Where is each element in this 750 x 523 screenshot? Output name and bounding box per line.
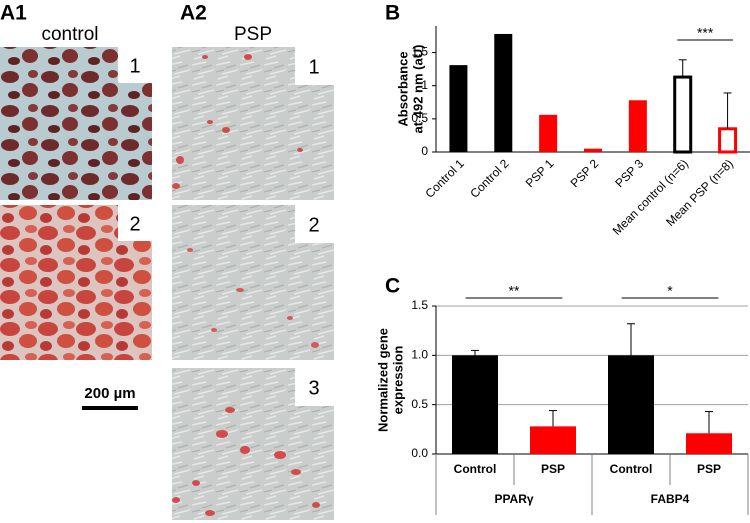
x-tick-label: PSP 2 xyxy=(568,156,602,190)
y-tick-label: 0.5 xyxy=(411,397,428,411)
x-tick-label: Control xyxy=(610,462,653,476)
inset-number: 1 xyxy=(129,55,140,77)
significance-label: ** xyxy=(509,283,520,299)
bar xyxy=(452,355,498,454)
bar xyxy=(608,355,654,454)
panel-label: B xyxy=(385,2,400,25)
x-tick-label: Mean control (n=6) xyxy=(610,156,691,237)
bar xyxy=(539,114,558,152)
y-axis-label: at 492 nm (aU) xyxy=(410,45,425,134)
bar xyxy=(494,33,513,152)
x-tick-label: Control xyxy=(454,462,497,476)
inset-number: 2 xyxy=(129,213,140,235)
panel-label: A2 xyxy=(180,2,207,25)
panel-title: PSP xyxy=(234,24,272,45)
y-tick-label: 1.5 xyxy=(411,298,428,312)
y-axis-label: Absorbance xyxy=(395,51,410,126)
y-tick-label: 1.0 xyxy=(411,348,428,362)
scale-bar-label: 200 µm xyxy=(84,385,135,402)
x-tick-label: PSP 3 xyxy=(612,156,646,190)
y-tick-label: 0.5 xyxy=(411,111,428,125)
y-tick-label: 1.5 xyxy=(411,45,428,59)
inset-box xyxy=(118,205,152,241)
y-tick-label: 1 xyxy=(421,78,428,92)
x-tick-label: Control 2 xyxy=(467,156,512,201)
y-tick-label: 0 xyxy=(421,144,428,158)
significance-label: * xyxy=(667,283,673,299)
inset-box xyxy=(295,205,334,243)
group-label: FABP4 xyxy=(651,492,690,506)
y-axis-label: Normalized gene xyxy=(375,328,390,432)
group-label: PPARγ xyxy=(494,492,533,506)
x-tick-label: PSP 1 xyxy=(523,156,557,190)
x-tick-label: PSP xyxy=(541,462,565,476)
y-axis-label: expression xyxy=(390,346,405,415)
bar xyxy=(718,127,738,154)
inset-number: 2 xyxy=(308,214,319,236)
bar xyxy=(628,100,647,152)
inset-box xyxy=(295,47,334,85)
bar xyxy=(530,426,576,454)
bar xyxy=(449,65,468,152)
x-tick-label: PSP xyxy=(697,462,721,476)
panel-title: control xyxy=(41,24,98,45)
significance-label: *** xyxy=(697,25,714,41)
bar xyxy=(686,433,732,454)
panel-label: A1 xyxy=(0,2,27,25)
x-tick-label: Control 1 xyxy=(422,156,467,201)
bar xyxy=(673,75,693,154)
inset-box xyxy=(295,368,334,406)
inset-number: 3 xyxy=(308,377,319,399)
y-tick-label: 0.0 xyxy=(411,446,428,460)
inset-box xyxy=(118,47,152,83)
inset-number: 1 xyxy=(308,56,319,78)
bar xyxy=(584,148,602,152)
panel-label: C xyxy=(385,275,400,298)
